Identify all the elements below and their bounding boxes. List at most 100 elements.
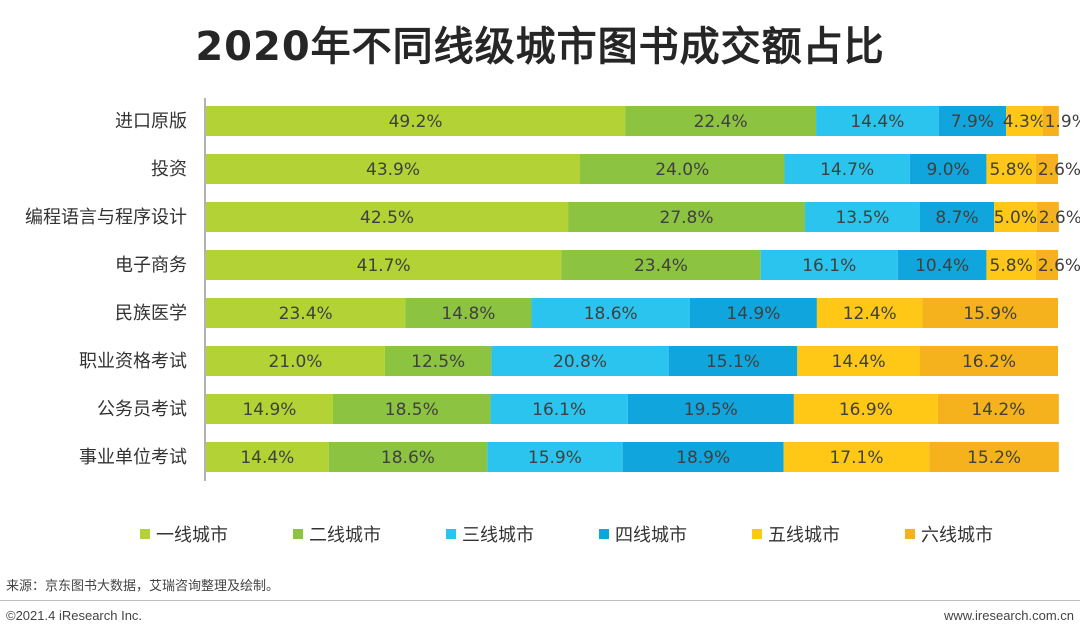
bar-segment (206, 442, 329, 472)
bar-series: 49.2% 22.4% 14.4% 7.9% 4.3%1.9% 43.9% 24.0% 14.… (206, 106, 1080, 472)
bar-segment (625, 106, 817, 136)
bar-segment (919, 346, 1058, 376)
data-label: 15.9% (963, 304, 1017, 324)
data-label: 12.5% (411, 352, 465, 372)
bar-segment (491, 346, 669, 376)
bar-segment (784, 154, 910, 184)
bar-segment (760, 250, 898, 280)
legend-item: 一线城市 (140, 521, 228, 547)
legend-label: 四线城市 (615, 525, 687, 546)
data-label: 2.6% (1039, 208, 1080, 228)
bar-segment (206, 394, 333, 424)
bar-segment (1035, 154, 1058, 184)
legend-item: 五线城市 (752, 521, 840, 547)
data-label: 23.4% (279, 304, 333, 324)
legend-swatch (293, 529, 303, 539)
legend-item: 六线城市 (905, 521, 993, 547)
data-label: 5.8% (990, 160, 1033, 180)
bar-segment (793, 394, 938, 424)
bar-segment (206, 346, 385, 376)
bar-segment (487, 442, 623, 472)
legend-item: 三线城市 (446, 521, 534, 547)
data-label: 14.4% (240, 448, 294, 468)
data-label: 18.9% (676, 448, 730, 468)
bar-segment (206, 106, 626, 136)
bar-segment (384, 346, 492, 376)
legend: 一线城市 二线城市 三线城市 四线城市 五线城市 六线城市 (140, 521, 1040, 547)
bar-segment (897, 250, 987, 280)
data-label: 16.2% (962, 352, 1016, 372)
category-label: 公务员考试 (97, 399, 187, 420)
data-label: 12.4% (843, 304, 897, 324)
data-label: 2.6% (1038, 160, 1080, 180)
data-label: 18.6% (584, 304, 638, 324)
data-label: 18.6% (381, 448, 435, 468)
stacked-bar-chart: 进口原版投资编程语言与程序设计电子商务民族医学职业资格考试公务员考试事业单位考试… (25, 98, 1080, 481)
legend-swatch (446, 529, 456, 539)
legend-label: 五线城市 (768, 525, 840, 546)
data-label: 13.5% (835, 208, 889, 228)
bar-segment (622, 442, 784, 472)
bar-segment (206, 202, 569, 232)
category-label: 职业资格考试 (79, 351, 187, 372)
category-label: 投资 (151, 159, 187, 180)
category-label: 民族医学 (115, 303, 187, 324)
data-label: 19.5% (684, 400, 738, 420)
data-label: 9.0% (926, 160, 969, 180)
bar-segment (1042, 106, 1059, 136)
bar-segment (797, 346, 920, 376)
bar-segment (206, 250, 562, 280)
bar-segment (1006, 106, 1043, 136)
data-label: 15.2% (967, 448, 1021, 468)
bar-segment (405, 298, 532, 328)
data-label: 14.4% (832, 352, 886, 372)
data-label: 21.0% (268, 352, 322, 372)
data-label: 1.9% (1045, 112, 1080, 132)
data-label: 18.5% (385, 400, 439, 420)
data-label: 20.8% (553, 352, 607, 372)
bar-segment (937, 394, 1059, 424)
data-label: 16.1% (532, 400, 586, 420)
data-label: 17.1% (829, 448, 883, 468)
bar-segment (816, 106, 939, 136)
bar-segment (561, 250, 761, 280)
legend-swatch (140, 529, 150, 539)
bar-segment (206, 154, 581, 184)
legend-item: 二线城市 (293, 521, 381, 547)
data-label: 5.8% (990, 256, 1033, 276)
legend-label: 二线城市 (309, 525, 381, 546)
data-label: 14.8% (441, 304, 495, 324)
legend-label: 六线城市 (921, 525, 993, 546)
data-label: 10.4% (915, 256, 969, 276)
category-label: 编程语言与程序设计 (25, 207, 187, 228)
legend-swatch (905, 529, 915, 539)
data-label: 2.6% (1038, 256, 1080, 276)
category-label: 事业单位考试 (79, 447, 187, 468)
bar-segment (816, 298, 923, 328)
bar-segment (328, 442, 488, 472)
copyright: ©2021.4 iResearch Inc. (6, 608, 143, 623)
data-label: 14.4% (850, 112, 904, 132)
data-label: 16.1% (802, 256, 856, 276)
data-label: 22.4% (694, 112, 748, 132)
data-label: 14.9% (242, 400, 296, 420)
data-label: 5.0% (994, 208, 1037, 228)
bar-segment (531, 298, 690, 328)
website: www.iresearch.com.cn (943, 608, 1074, 623)
bar-segment (986, 250, 1036, 280)
legend-item: 四线城市 (599, 521, 687, 547)
bar-segment (994, 202, 1037, 232)
data-label: 27.8% (660, 208, 714, 228)
chart-title: 2020年不同线级城市图书成交额占比 (195, 24, 885, 70)
data-label: 14.7% (820, 160, 874, 180)
bar-segment (986, 154, 1036, 184)
footer-divider (0, 600, 1080, 601)
bar-segment (922, 298, 1058, 328)
bar-segment (668, 346, 798, 376)
bar-segment (929, 442, 1059, 472)
data-label: 15.9% (528, 448, 582, 468)
data-label: 49.2% (389, 112, 443, 132)
category-label: 进口原版 (115, 111, 187, 132)
source-note: 来源：京东图书大数据，艾瑞咨询整理及绘制。 (6, 579, 280, 594)
